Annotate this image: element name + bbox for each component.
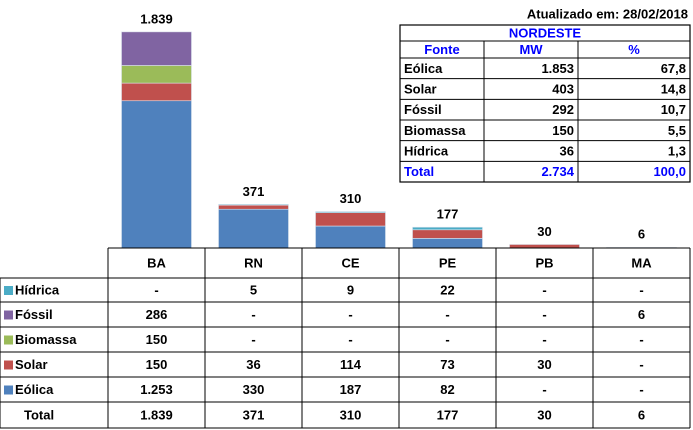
table-value: 9 xyxy=(347,282,354,297)
legend-swatch xyxy=(4,286,13,295)
table-value: 150 xyxy=(146,332,168,347)
summary-cell: 36 xyxy=(560,143,574,158)
table-value: 114 xyxy=(340,357,362,372)
legend-label: Hídrica xyxy=(15,282,60,297)
legend-swatch xyxy=(4,360,13,370)
table-value: - xyxy=(251,307,255,322)
table-value: 36 xyxy=(246,357,260,372)
table-value: - xyxy=(639,382,643,397)
bar-segment xyxy=(315,212,386,227)
category-label: CE xyxy=(341,255,359,270)
category-label: PE xyxy=(439,255,457,270)
legend-swatch xyxy=(4,335,13,345)
bar-segment xyxy=(412,238,483,249)
total-label: 30 xyxy=(537,224,551,239)
region-label: NORDESTE xyxy=(509,25,582,40)
table-value: - xyxy=(542,332,546,347)
table-value: - xyxy=(348,307,352,322)
table-value: - xyxy=(251,332,255,347)
updated-label: Atualizado em: 28/02/2018 xyxy=(527,6,688,21)
summary-cell: 10,7 xyxy=(661,102,686,117)
bar-segment xyxy=(315,225,386,249)
table-value: - xyxy=(639,357,643,372)
category-label: MA xyxy=(631,255,652,270)
summary-cell: 403 xyxy=(552,81,574,96)
summary-cell: 67,8 xyxy=(661,61,686,76)
bar-segment xyxy=(218,208,289,249)
total-label: 177 xyxy=(437,207,459,222)
table-total: 1.839 xyxy=(140,407,173,422)
table-value: 73 xyxy=(440,357,454,372)
table-value: - xyxy=(542,282,546,297)
category-label: RN xyxy=(244,255,263,270)
table-total: 371 xyxy=(243,407,265,422)
total-row-label: Total xyxy=(24,407,54,422)
summary-cell: 1.853 xyxy=(541,61,574,76)
table-total: 310 xyxy=(340,407,362,422)
summary-box xyxy=(399,24,691,183)
summary-cell: Fóssil xyxy=(404,102,442,117)
bar-segment xyxy=(315,211,386,213)
category-label: BA xyxy=(147,255,166,270)
table-value: - xyxy=(348,332,352,347)
total-label: 6 xyxy=(638,227,645,242)
table-value: 82 xyxy=(440,382,454,397)
table-value: - xyxy=(445,332,449,347)
legend-swatch xyxy=(4,385,13,395)
table-value: 30 xyxy=(537,357,551,372)
total-label: 1.839 xyxy=(140,11,173,26)
summary-cell: 292 xyxy=(552,102,574,117)
summary-total: Total xyxy=(404,164,434,179)
table-value: - xyxy=(542,382,546,397)
table-value: - xyxy=(542,307,546,322)
summary-header: MW xyxy=(519,42,543,57)
table-value: - xyxy=(639,282,643,297)
bar-segment xyxy=(218,204,289,210)
summary-total: 2.734 xyxy=(541,164,574,179)
summary-cell: Hídrica xyxy=(404,143,449,158)
summary-total: 100,0 xyxy=(653,164,686,179)
legend-label: Biomassa xyxy=(15,332,77,347)
total-label: 310 xyxy=(340,191,362,206)
summary-cell: 14,8 xyxy=(661,81,686,96)
summary-cell: Solar xyxy=(404,81,437,96)
summary-header: Fonte xyxy=(424,42,459,57)
legend-label: Eólica xyxy=(15,382,54,397)
legend-label: Solar xyxy=(15,357,48,372)
bar-segment xyxy=(412,229,483,239)
table-value: - xyxy=(445,307,449,322)
bar-segment xyxy=(121,82,192,102)
legend-label: Fóssil xyxy=(15,307,53,322)
bar-segment xyxy=(412,226,483,231)
table-value: 5 xyxy=(250,282,257,297)
table-value: - xyxy=(639,332,643,347)
category-label: PB xyxy=(535,255,553,270)
bar-segment xyxy=(218,204,289,206)
table-total: 177 xyxy=(437,407,459,422)
table-value: 150 xyxy=(146,357,168,372)
table-value: 286 xyxy=(146,307,168,322)
summary-cell: 1,3 xyxy=(668,143,686,158)
bar-segment xyxy=(121,100,192,249)
legend-swatch xyxy=(4,310,13,320)
table-total: 30 xyxy=(537,407,551,422)
bar-segment xyxy=(121,65,192,84)
total-label: 371 xyxy=(243,184,265,199)
table-value: - xyxy=(154,282,158,297)
bar-segment xyxy=(509,244,580,249)
table-value: 22 xyxy=(440,282,454,297)
table-value: 1.253 xyxy=(140,382,173,397)
table-value: 330 xyxy=(243,382,265,397)
table-value: 187 xyxy=(340,382,362,397)
summary-cell: 5,5 xyxy=(668,123,686,138)
bar-segment xyxy=(121,31,192,66)
table-value: 6 xyxy=(638,307,645,322)
summary-header: % xyxy=(628,42,640,57)
summary-cell: 150 xyxy=(552,123,574,138)
summary-cell: Eólica xyxy=(404,61,443,76)
summary-cell: Biomassa xyxy=(404,123,466,138)
table-total: 6 xyxy=(638,407,645,422)
